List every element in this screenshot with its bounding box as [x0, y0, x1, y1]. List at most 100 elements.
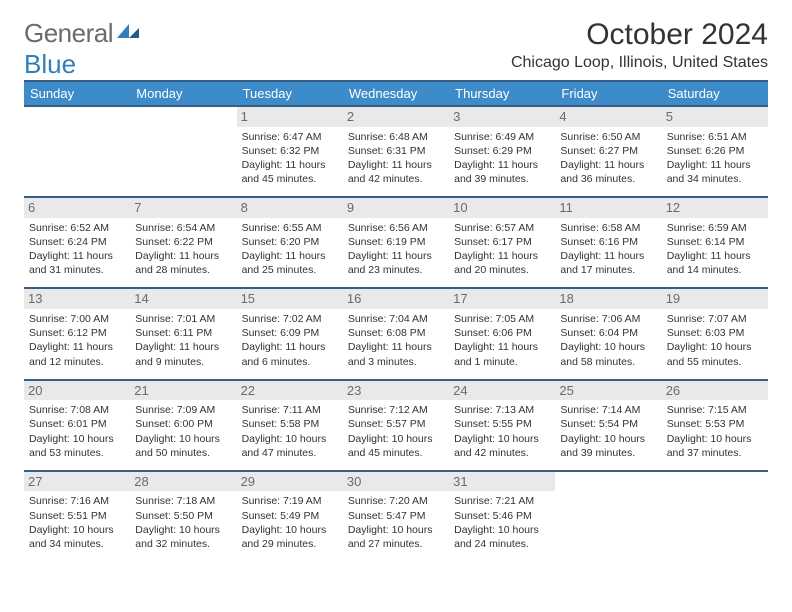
sunset-text: Sunset: 6:27 PM: [560, 144, 656, 158]
calendar-day-cell: 21Sunrise: 7:09 AMSunset: 6:00 PMDayligh…: [130, 380, 236, 471]
sunset-text: Sunset: 5:53 PM: [667, 417, 763, 431]
daylight-text: Daylight: 11 hours: [348, 340, 444, 354]
calendar-day-cell: 25Sunrise: 7:14 AMSunset: 5:54 PMDayligh…: [555, 380, 661, 471]
calendar-day-cell: 1Sunrise: 6:47 AMSunset: 6:32 PMDaylight…: [237, 106, 343, 197]
daylight-text: Daylight: 10 hours: [454, 523, 550, 537]
sunset-text: Sunset: 6:14 PM: [667, 235, 763, 249]
daylight-text: and 31 minutes.: [29, 263, 125, 277]
daylight-text: Daylight: 11 hours: [454, 158, 550, 172]
location-text: Chicago Loop, Illinois, United States: [511, 54, 768, 72]
weekday-header: Monday: [130, 81, 236, 106]
day-number: 5: [662, 107, 768, 127]
calendar-week-row: 1Sunrise: 6:47 AMSunset: 6:32 PMDaylight…: [24, 106, 768, 197]
sunrise-text: Sunrise: 7:02 AM: [242, 312, 338, 326]
calendar-day-cell: 11Sunrise: 6:58 AMSunset: 6:16 PMDayligh…: [555, 197, 661, 288]
daylight-text: Daylight: 10 hours: [454, 432, 550, 446]
day-number: 7: [130, 198, 236, 218]
calendar-day-cell: [662, 471, 768, 561]
sunset-text: Sunset: 5:50 PM: [135, 509, 231, 523]
sunset-text: Sunset: 6:03 PM: [667, 326, 763, 340]
daylight-text: Daylight: 11 hours: [135, 340, 231, 354]
sunrise-text: Sunrise: 6:55 AM: [242, 221, 338, 235]
calendar-day-cell: 23Sunrise: 7:12 AMSunset: 5:57 PMDayligh…: [343, 380, 449, 471]
daylight-text: and 39 minutes.: [560, 446, 656, 460]
daylight-text: and 20 minutes.: [454, 263, 550, 277]
daylight-text: and 45 minutes.: [348, 446, 444, 460]
day-number: 27: [24, 472, 130, 492]
weekday-header: Wednesday: [343, 81, 449, 106]
sunrise-text: Sunrise: 7:18 AM: [135, 494, 231, 508]
sunrise-text: Sunrise: 7:01 AM: [135, 312, 231, 326]
sunrise-text: Sunrise: 6:50 AM: [560, 130, 656, 144]
daylight-text: Daylight: 11 hours: [454, 340, 550, 354]
calendar-day-cell: 29Sunrise: 7:19 AMSunset: 5:49 PMDayligh…: [237, 471, 343, 561]
sunrise-text: Sunrise: 7:06 AM: [560, 312, 656, 326]
sunrise-text: Sunrise: 7:07 AM: [667, 312, 763, 326]
day-number: 9: [343, 198, 449, 218]
daylight-text: and 1 minute.: [454, 355, 550, 369]
sunset-text: Sunset: 6:06 PM: [454, 326, 550, 340]
day-number: 14: [130, 289, 236, 309]
sunrise-text: Sunrise: 7:00 AM: [29, 312, 125, 326]
daylight-text: and 28 minutes.: [135, 263, 231, 277]
day-number: 4: [555, 107, 661, 127]
sunrise-text: Sunrise: 6:56 AM: [348, 221, 444, 235]
daylight-text: and 6 minutes.: [242, 355, 338, 369]
daylight-text: Daylight: 10 hours: [135, 523, 231, 537]
weekday-header: Sunday: [24, 81, 130, 106]
calendar-day-cell: 17Sunrise: 7:05 AMSunset: 6:06 PMDayligh…: [449, 288, 555, 379]
daylight-text: and 55 minutes.: [667, 355, 763, 369]
day-number: 20: [24, 381, 130, 401]
calendar-day-cell: 4Sunrise: 6:50 AMSunset: 6:27 PMDaylight…: [555, 106, 661, 197]
sunrise-text: Sunrise: 6:47 AM: [242, 130, 338, 144]
sunset-text: Sunset: 6:22 PM: [135, 235, 231, 249]
calendar-day-cell: 18Sunrise: 7:06 AMSunset: 6:04 PMDayligh…: [555, 288, 661, 379]
daylight-text: and 29 minutes.: [242, 537, 338, 551]
daylight-text: and 39 minutes.: [454, 172, 550, 186]
sunrise-text: Sunrise: 6:52 AM: [29, 221, 125, 235]
day-number: 23: [343, 381, 449, 401]
daylight-text: Daylight: 11 hours: [29, 249, 125, 263]
daylight-text: and 53 minutes.: [29, 446, 125, 460]
sunrise-text: Sunrise: 7:14 AM: [560, 403, 656, 417]
daylight-text: Daylight: 11 hours: [348, 249, 444, 263]
daylight-text: Daylight: 10 hours: [560, 340, 656, 354]
sunrise-text: Sunrise: 7:08 AM: [29, 403, 125, 417]
sunrise-text: Sunrise: 7:11 AM: [242, 403, 338, 417]
daylight-text: and 32 minutes.: [135, 537, 231, 551]
sunset-text: Sunset: 6:16 PM: [560, 235, 656, 249]
sunset-text: Sunset: 6:26 PM: [667, 144, 763, 158]
sunrise-text: Sunrise: 7:13 AM: [454, 403, 550, 417]
daylight-text: and 36 minutes.: [560, 172, 656, 186]
daylight-text: Daylight: 11 hours: [135, 249, 231, 263]
weekday-header: Saturday: [662, 81, 768, 106]
daylight-text: Daylight: 10 hours: [29, 432, 125, 446]
daylight-text: and 23 minutes.: [348, 263, 444, 277]
daylight-text: Daylight: 11 hours: [560, 249, 656, 263]
day-number: 31: [449, 472, 555, 492]
day-number: 6: [24, 198, 130, 218]
sunrise-text: Sunrise: 6:54 AM: [135, 221, 231, 235]
calendar-day-cell: 31Sunrise: 7:21 AMSunset: 5:46 PMDayligh…: [449, 471, 555, 561]
sunrise-text: Sunrise: 7:15 AM: [667, 403, 763, 417]
calendar-day-cell: 10Sunrise: 6:57 AMSunset: 6:17 PMDayligh…: [449, 197, 555, 288]
sunrise-text: Sunrise: 7:20 AM: [348, 494, 444, 508]
daylight-text: and 34 minutes.: [29, 537, 125, 551]
sunset-text: Sunset: 6:20 PM: [242, 235, 338, 249]
daylight-text: Daylight: 10 hours: [348, 523, 444, 537]
sunrise-text: Sunrise: 6:49 AM: [454, 130, 550, 144]
day-number: 22: [237, 381, 343, 401]
daylight-text: Daylight: 11 hours: [29, 340, 125, 354]
calendar-day-cell: 24Sunrise: 7:13 AMSunset: 5:55 PMDayligh…: [449, 380, 555, 471]
sunrise-text: Sunrise: 7:19 AM: [242, 494, 338, 508]
calendar-day-cell: 16Sunrise: 7:04 AMSunset: 6:08 PMDayligh…: [343, 288, 449, 379]
sunset-text: Sunset: 6:11 PM: [135, 326, 231, 340]
calendar-day-cell: 13Sunrise: 7:00 AMSunset: 6:12 PMDayligh…: [24, 288, 130, 379]
sunset-text: Sunset: 6:09 PM: [242, 326, 338, 340]
sunset-text: Sunset: 6:29 PM: [454, 144, 550, 158]
day-number: 21: [130, 381, 236, 401]
daylight-text: Daylight: 10 hours: [560, 432, 656, 446]
calendar-day-cell: 26Sunrise: 7:15 AMSunset: 5:53 PMDayligh…: [662, 380, 768, 471]
sunrise-text: Sunrise: 6:58 AM: [560, 221, 656, 235]
logo-text-blue: Blue: [24, 49, 76, 80]
